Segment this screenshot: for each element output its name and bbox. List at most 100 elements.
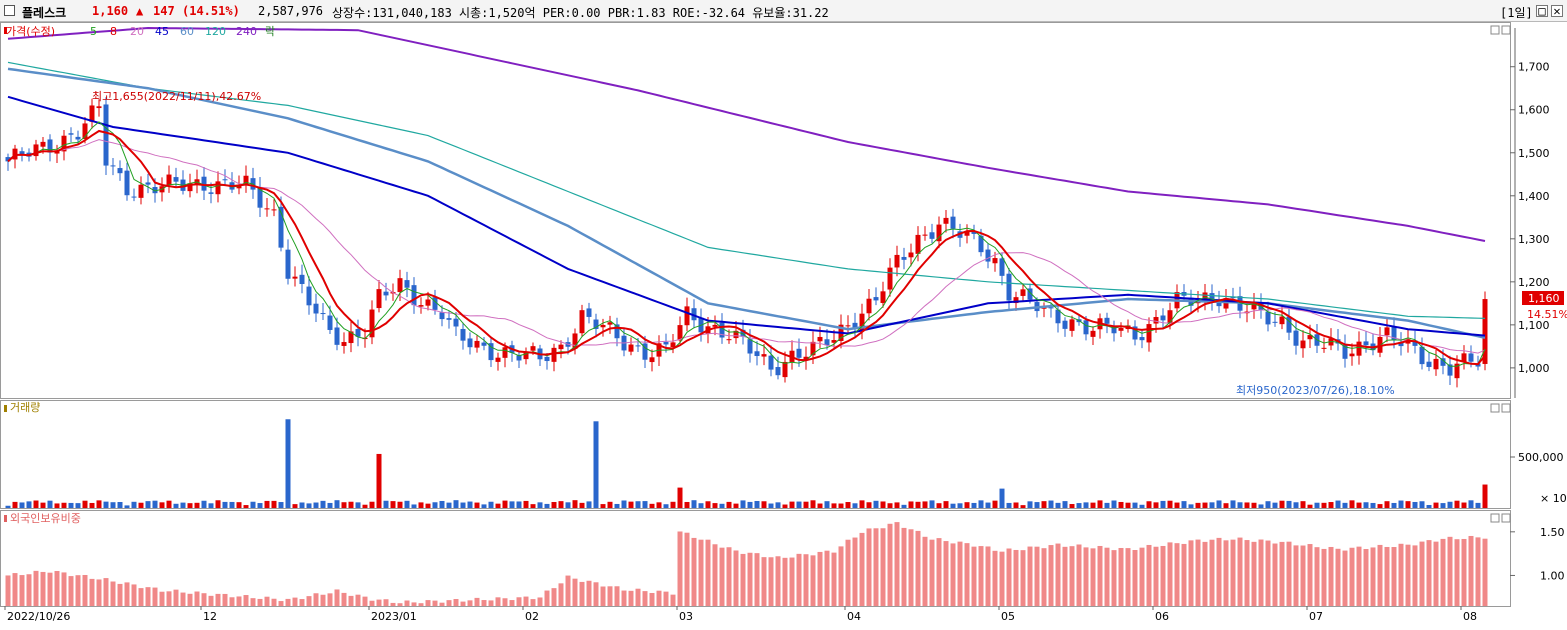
volume-bar — [677, 487, 683, 508]
candle-body — [68, 133, 74, 135]
volume-bar — [1027, 501, 1033, 508]
volume-bar — [82, 500, 88, 508]
ma45-line — [7, 95, 1486, 337]
foreign-ratio-bar — [75, 575, 81, 606]
candle-body — [460, 328, 466, 341]
foreign-ratio-bar — [1405, 544, 1411, 606]
candle-body — [726, 339, 732, 341]
foreign-ratio-bar — [1272, 543, 1278, 606]
foreign-tick-label: 1.50 — [1540, 526, 1565, 539]
foreign-ratio-bar — [1223, 540, 1229, 606]
period-label[interactable]: [1일] — [1500, 6, 1533, 20]
price-tick-label: 1,700 — [1518, 61, 1550, 74]
foreign-ratio-bar — [1125, 548, 1131, 606]
candle-body — [1293, 330, 1299, 346]
volume-bar — [1139, 504, 1145, 508]
foreign-ratio-bar — [166, 591, 172, 606]
volume-bar — [565, 502, 571, 508]
volume-bar — [901, 504, 907, 508]
panel-marker — [4, 515, 7, 522]
foreign-ratio-bar — [859, 532, 865, 606]
candle-body — [306, 286, 312, 306]
select-checkbox[interactable] — [4, 5, 15, 16]
volume-bar — [628, 501, 634, 508]
foreign-ratio-bar — [446, 600, 452, 606]
volume-bar — [1160, 500, 1166, 508]
volume-bar — [691, 500, 697, 508]
foreign-ratio-bar — [992, 550, 998, 606]
candle-body — [334, 327, 340, 345]
panel-max-icon — [1490, 513, 1500, 523]
volume-bar — [110, 502, 116, 508]
legend-ma20: 20 — [130, 25, 144, 38]
volume-bar — [40, 502, 46, 508]
foreign-ratio-bar — [719, 547, 725, 606]
volume-bar — [1321, 502, 1327, 508]
legend-ma120: 120 — [205, 25, 226, 38]
panel-max-icon — [1490, 403, 1500, 413]
candle-body — [61, 135, 67, 152]
foreign-ratio-bar — [236, 596, 242, 606]
volume-bar — [474, 502, 480, 508]
volume-bar — [173, 503, 179, 508]
volume-bar — [789, 501, 795, 508]
candle-body — [215, 181, 221, 195]
candle-body — [1139, 337, 1145, 341]
foreign-ratio-bar — [383, 599, 389, 606]
volume-bar — [320, 500, 326, 508]
volume-bar — [1447, 501, 1453, 508]
volume-bar — [1076, 503, 1082, 508]
candle-body — [775, 367, 781, 376]
volume-bar — [1013, 502, 1019, 508]
volume-bar — [1475, 502, 1481, 508]
ma8-line — [7, 129, 1486, 366]
volume-bar — [705, 501, 711, 508]
volume-bars — [5, 419, 1488, 508]
foreign-ratio-bar — [1069, 546, 1075, 606]
legend-ma45: 45 — [155, 25, 169, 38]
foreign-ratio-bar — [1055, 543, 1061, 606]
foreign-ratio-bar — [390, 602, 396, 606]
candle-body — [642, 343, 648, 360]
foreign-ratio-bar — [908, 529, 914, 606]
candle-body — [1146, 324, 1152, 343]
close-button[interactable]: ✕ — [1551, 5, 1563, 17]
foreign-ratio-bar — [1048, 545, 1054, 606]
date-tick-label: 2023/01 — [371, 610, 417, 623]
foreign-ratio-bar — [691, 537, 697, 606]
candle-body — [313, 303, 319, 314]
foreign-ratio-bar — [152, 587, 158, 606]
volume-bar — [1426, 505, 1432, 508]
volume-bar — [803, 501, 809, 508]
high-annotation: 최고1,655(2022/11/11),42.67% — [92, 90, 261, 103]
candle-body — [572, 333, 578, 349]
stock-header: 플레스크 1,160 ▲ 147 (14.51%) 2,587,976 상장수:… — [0, 0, 1567, 22]
maximize-button[interactable]: □ — [1536, 5, 1548, 17]
foreign-ratio-bar — [1468, 535, 1474, 606]
candle-body — [1230, 297, 1236, 299]
candle-body — [1321, 347, 1327, 349]
foreign-ratio-bar — [61, 572, 67, 606]
candle-body — [628, 344, 634, 352]
candle-body — [208, 192, 214, 194]
volume-bar — [355, 502, 361, 508]
foreign-panel-title: 외국인보유비중 — [10, 512, 81, 525]
volume-bar — [642, 501, 648, 508]
foreign-ratio-bar — [1111, 550, 1117, 606]
volume-bar — [922, 501, 928, 508]
foreign-ratio-bar — [985, 546, 991, 606]
foreign-ratio-bar — [1104, 547, 1110, 606]
volume-bar — [817, 503, 823, 508]
candle-body — [607, 322, 613, 325]
foreign-ratio-bar — [1034, 546, 1040, 606]
volume-bar — [1174, 502, 1180, 508]
candle-body — [803, 356, 809, 361]
legend-ma60: 60 — [180, 25, 194, 38]
foreign-ratio-bar — [341, 592, 347, 606]
candle-body — [824, 339, 830, 346]
candle-body — [124, 170, 130, 196]
current-price-tag: 1,160 14.51% — [1522, 291, 1567, 321]
candle-body — [271, 209, 277, 211]
volume-bar — [782, 504, 788, 508]
volume-bar — [222, 501, 228, 508]
